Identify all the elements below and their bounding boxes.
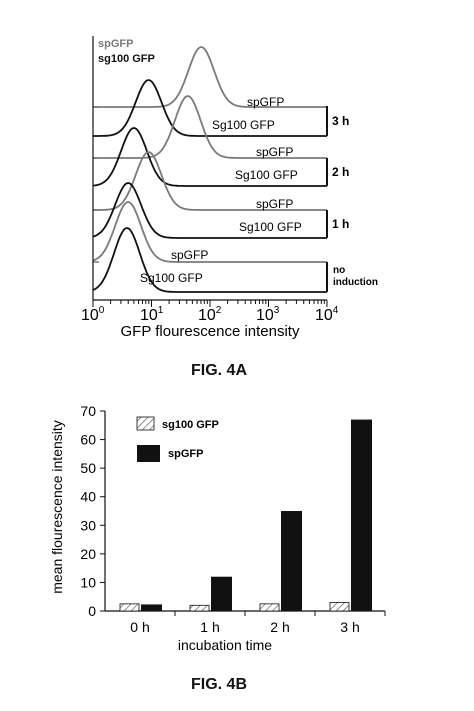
bar-spgfp-1: [211, 576, 232, 611]
histogram-noind-sp-curve: [92, 201, 327, 263]
b-y-tick-label: 70: [80, 403, 96, 419]
a-xtick-2: 102: [198, 305, 222, 324]
b-legend-sp-swatch: [137, 445, 160, 462]
bar-chart: 0 10 20 30 40 50 60 70 0 h 1 h 2 h 3 h sg100 GFP s…: [49, 403, 386, 653]
curve-labels: spGFP Sg100 GFP spGFP Sg100 GFP spGFP Sg…: [140, 95, 302, 285]
group-3h-time-label: 3 h: [332, 114, 349, 128]
group-1h-sg-label: Sg100 GFP: [239, 220, 302, 234]
group-2h-sp-label: spGFP: [256, 145, 293, 159]
b-y-tick-label: 10: [80, 574, 96, 590]
histogram-3h-sp-curve: [93, 46, 327, 108]
b-y-axis-label: mean flourescence intensity: [49, 420, 65, 594]
b-x-tick-label: 0 h: [130, 619, 149, 635]
b-y-tick-label: 30: [80, 517, 96, 533]
group-1h-sp-label: spGFP: [256, 197, 293, 211]
group-3h-sg-label: Sg100 GFP: [212, 118, 275, 132]
bar-spgfp-3: [351, 419, 372, 611]
legend-sg-label: sg100 GFP: [98, 53, 155, 65]
group-2h-time-label: 2 h: [332, 165, 349, 179]
b-y-tick-label: 40: [80, 489, 96, 505]
b-x-axis-label: incubation time: [178, 637, 272, 653]
bar-sg100-2: [259, 603, 280, 612]
bar-spgfp-0: [141, 604, 162, 611]
histogram-baselines: [93, 106, 99, 263]
group-1h-time-label: 1 h: [332, 217, 349, 231]
b-y-tick-label: 20: [80, 546, 96, 562]
b-legend-sg-swatch: [136, 416, 155, 431]
a-xtick-3: 103: [256, 305, 280, 324]
histogram-noind-sg-curve: [92, 227, 327, 293]
histogram-1h-sg-curve: [92, 182, 327, 239]
histogram-1h-sp-curve: [93, 151, 327, 211]
group-noind-sg-label: Sg100 GFP: [140, 271, 203, 285]
b-y-tick-label: 60: [80, 432, 96, 448]
group-noind-sp-label: spGFP: [171, 248, 208, 262]
group-2h-sg-label: Sg100 GFP: [235, 168, 298, 182]
legend-sp-label: spGFP: [98, 38, 133, 50]
b-x-ticks: 0 h 1 h 2 h 3 h: [130, 611, 386, 635]
b-legend-sg-label: sg100 GFP: [162, 419, 219, 431]
b-legend-sp-label: spGFP: [168, 448, 203, 460]
b-y-tick-label: 50: [80, 460, 96, 476]
group-noind-time-label-line2: induction: [333, 277, 378, 288]
a-x-axis-label: GFP flourescence intensity: [121, 323, 300, 340]
b-x-tick-label: 3 h: [340, 619, 359, 635]
bar-sg100-0: [119, 603, 140, 612]
b-y-tick-label: 0: [88, 603, 96, 619]
histogram-overlay-chart: spGFP sg100 GFP spGFP Sg100 GFP spGFP Sg…: [81, 36, 378, 340]
histogram-2h-sg-curve: [92, 127, 327, 187]
a-x-ticks: [92, 300, 328, 307]
b-bars: [119, 419, 372, 612]
figure-4a-caption: FIG. 4A: [191, 362, 248, 379]
group-3h-sp-label: spGFP: [247, 95, 284, 109]
a-xtick-4: 104: [315, 305, 339, 324]
a-xtick-0: 100: [81, 305, 105, 324]
b-x-tick-label: 1 h: [200, 619, 219, 635]
b-x-tick-label: 2 h: [270, 619, 289, 635]
bar-spgfp-2: [281, 511, 302, 611]
bar-sg100-3: [329, 602, 350, 612]
histogram-curves: [92, 46, 327, 293]
bar-sg100-1: [189, 604, 210, 612]
histogram-2h-sp-curve: [93, 95, 327, 159]
b-legend: sg100 GFP spGFP: [136, 416, 219, 462]
group-noind-time-label-line1: no: [333, 265, 345, 276]
a-xtick-1: 101: [140, 305, 164, 324]
histogram-3h-sg-curve: [93, 79, 327, 137]
a-x-tick-labels: 100 101 102 103 104: [81, 305, 339, 324]
figure-4b-caption: FIG. 4B: [191, 676, 248, 693]
b-y-ticks: 0 10 20 30 40 50 60 70: [80, 403, 385, 619]
